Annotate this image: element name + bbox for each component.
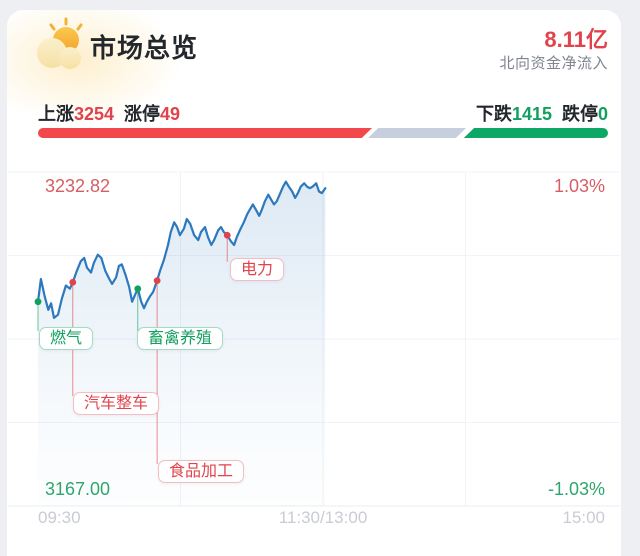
decliners-label: 下跌 xyxy=(475,104,512,124)
limit-down-count: 0 xyxy=(597,104,608,124)
decliners-bar-segment xyxy=(463,128,608,138)
y-axis-low-value: 3167.00 xyxy=(45,479,111,499)
northbound-inflow-caption: 北向资金净流入 xyxy=(499,55,608,72)
advancers-bar-segment xyxy=(38,128,373,138)
sector-label[interactable]: 电力 xyxy=(230,258,285,281)
unchanged-bar-segment xyxy=(368,128,467,138)
y-axis-low-percent: -1.03% xyxy=(547,479,605,499)
index-intraday-chart[interactable] xyxy=(8,160,620,530)
weather-sun-cloud-icon xyxy=(32,15,88,69)
northbound-inflow-value: 8.11亿 xyxy=(544,27,608,52)
limit-down-label: 跌停 xyxy=(561,104,598,124)
x-tick-1130-1300: 11:30/13:00 xyxy=(278,508,368,527)
sector-label[interactable]: 燃气 xyxy=(39,327,94,350)
sector-label[interactable]: 畜禽养殖 xyxy=(137,327,224,350)
limit-up-label: 涨停 xyxy=(124,104,161,124)
x-tick-1500: 15:00 xyxy=(562,508,605,527)
advance-decline-ratio-bar xyxy=(38,128,608,138)
y-axis-high-percent: 1.03% xyxy=(553,176,605,196)
sector-label[interactable]: 食品加工 xyxy=(158,460,245,483)
sector-label[interactable]: 汽车整车 xyxy=(73,392,160,415)
x-tick-0930: 09:30 xyxy=(38,508,81,527)
y-axis-high-value: 3232.82 xyxy=(45,176,111,196)
advancers-count: 3254 xyxy=(74,104,115,124)
limit-up-count: 49 xyxy=(160,104,181,124)
decliners-stats: 下跌1415 跌停0 xyxy=(476,100,608,126)
advancers-label: 上涨 xyxy=(38,104,74,124)
advancers-stats: 上涨3254 涨停49 xyxy=(38,100,180,126)
decliners-count: 1415 xyxy=(511,104,552,124)
page-title: 市场总览 xyxy=(90,33,199,63)
